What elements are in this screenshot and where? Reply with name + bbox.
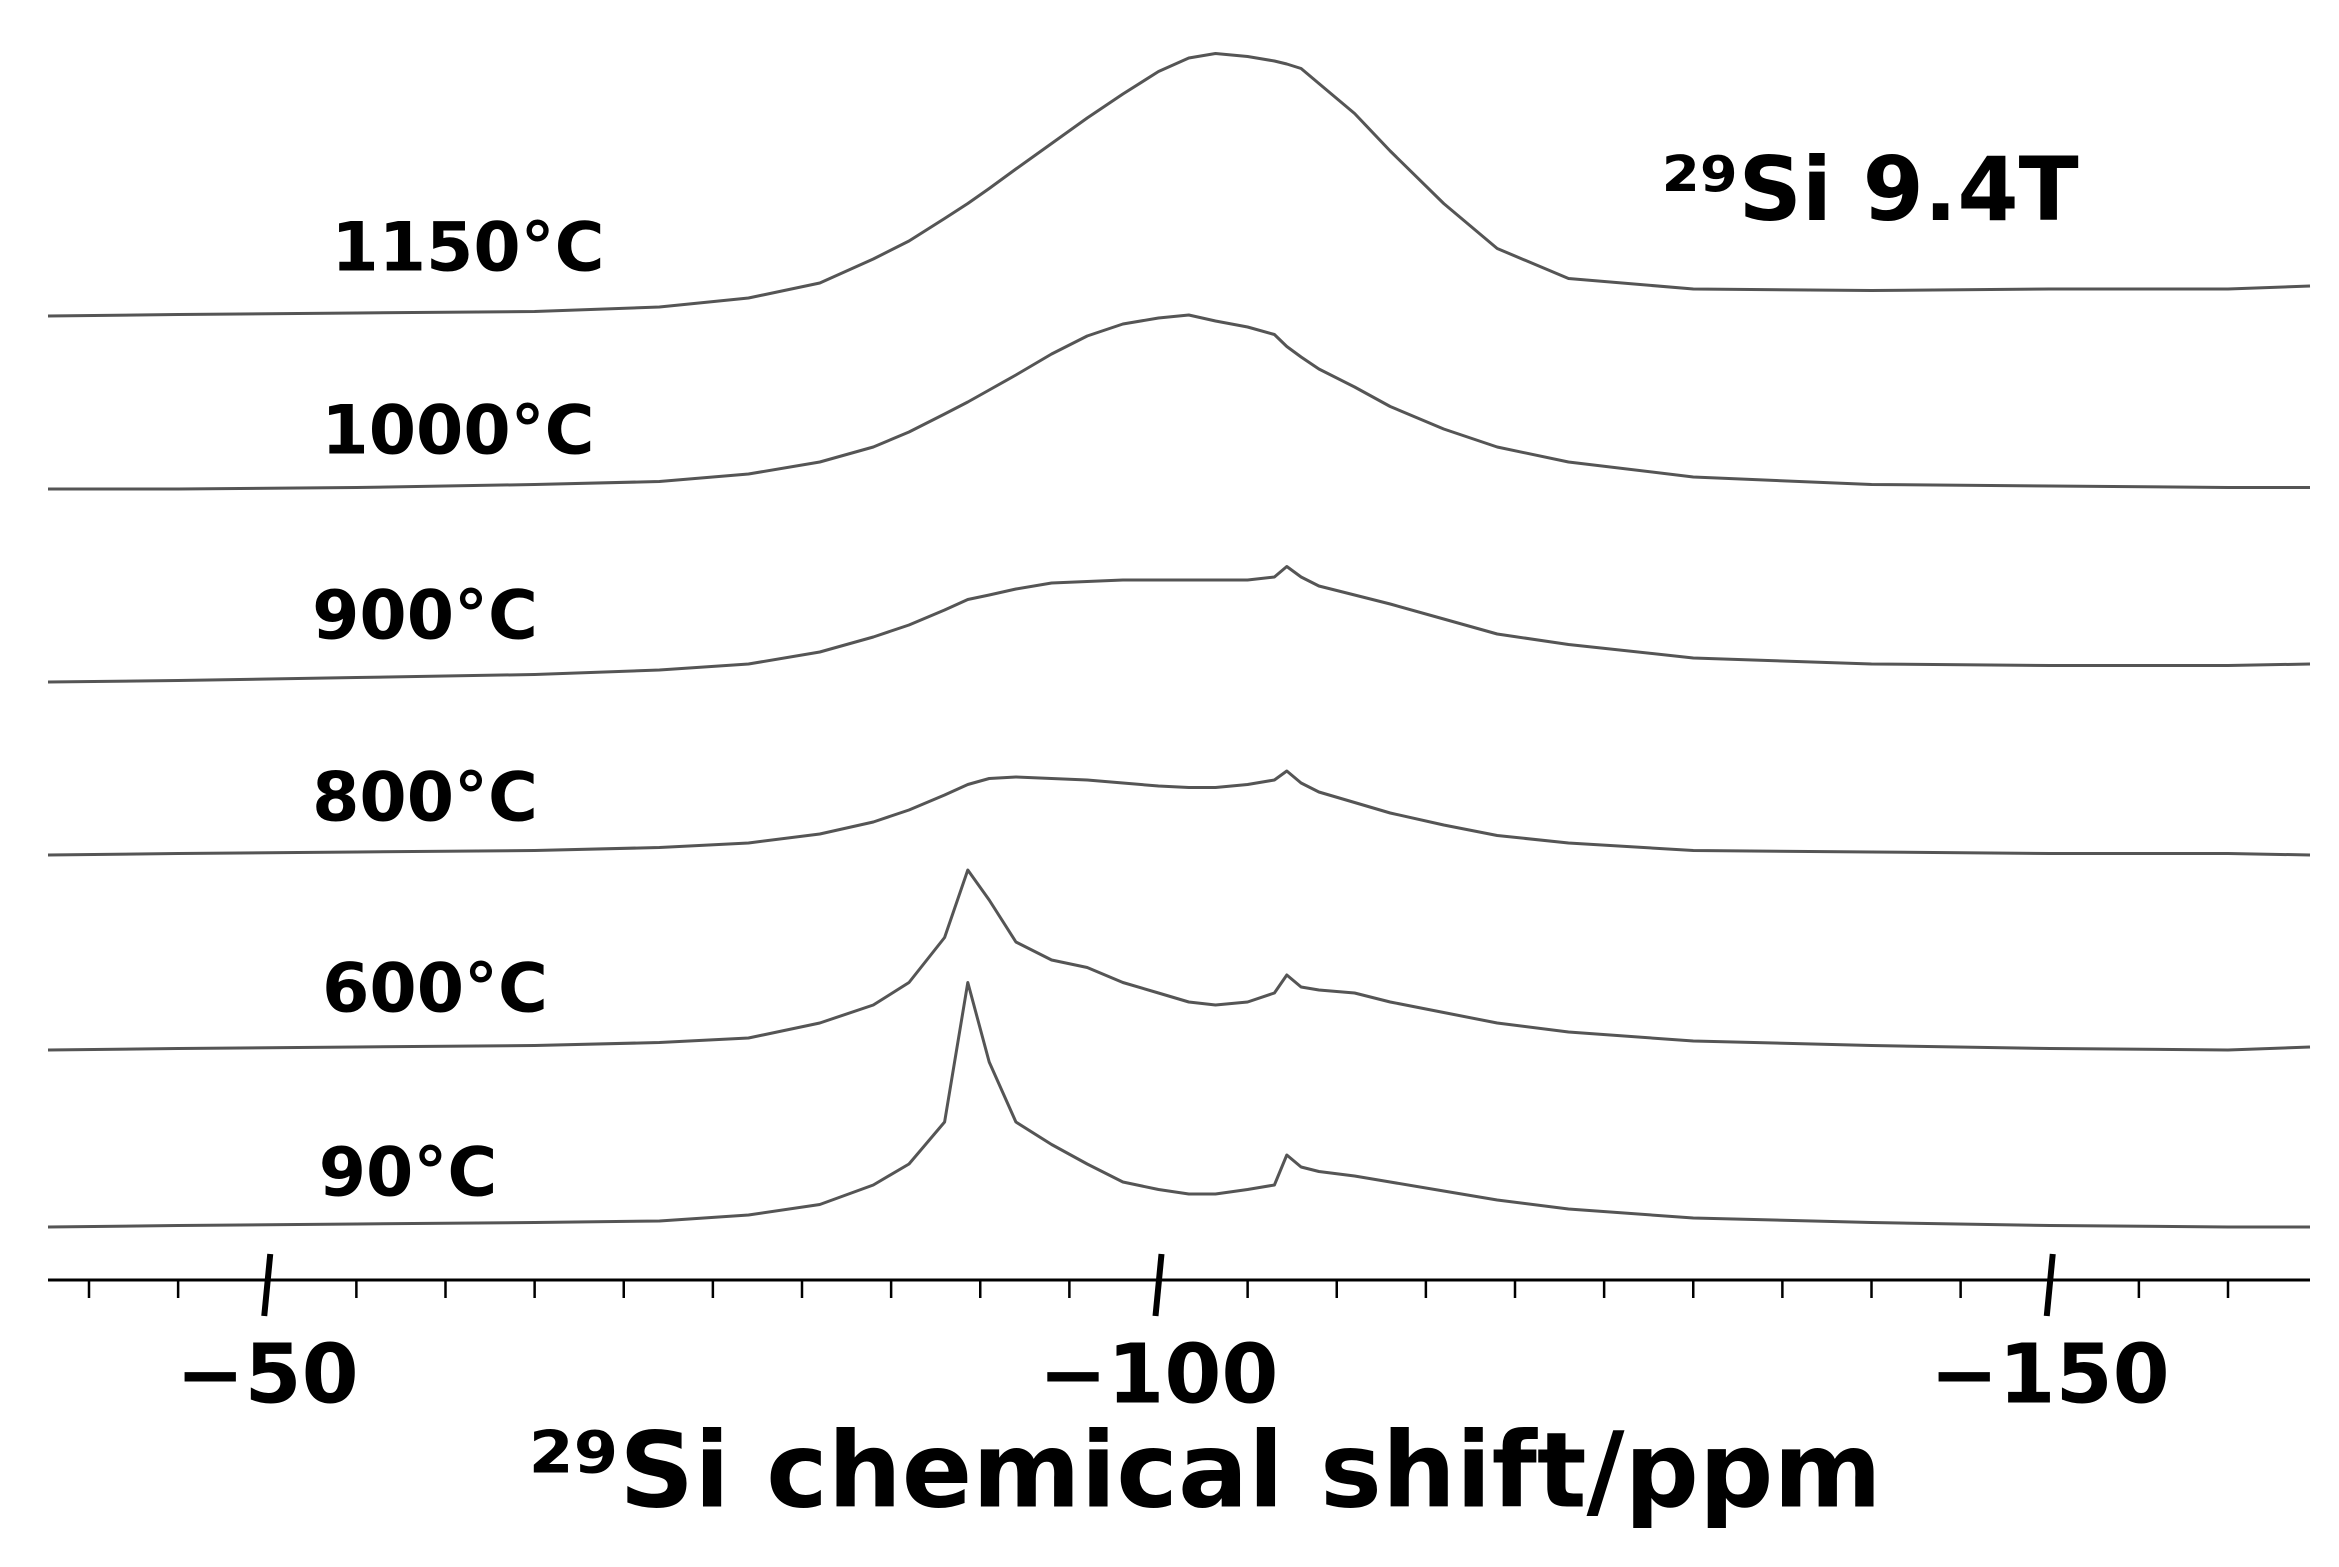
spectrum-line [47,868,2311,1052]
x-tick-label: −100 [1039,1327,1279,1422]
major-tick [261,1253,274,1317]
series-label: 1000°C [321,392,594,471]
series-label: 1150°C [331,209,604,288]
spectrum-line [48,313,2310,491]
spectrum-line [47,52,2311,318]
spectrum-line [47,769,2311,857]
series-label: 900°C [312,577,538,656]
spectrum-line [47,565,2311,684]
x-tick-label: −150 [1930,1327,2170,1422]
major-tick [2043,1253,2056,1317]
x-axis-label: ²⁹Si chemical shift/ppm [528,1409,1882,1531]
major-tick [1152,1253,1165,1317]
series-label: 600°C [322,950,548,1029]
series-label: 800°C [312,759,538,838]
series-label: 90°C [319,1134,498,1213]
x-tick-label: −50 [176,1327,359,1422]
spectrum-line [47,981,2310,1229]
annotation: ²⁹Si 9.4T [1661,138,2078,241]
